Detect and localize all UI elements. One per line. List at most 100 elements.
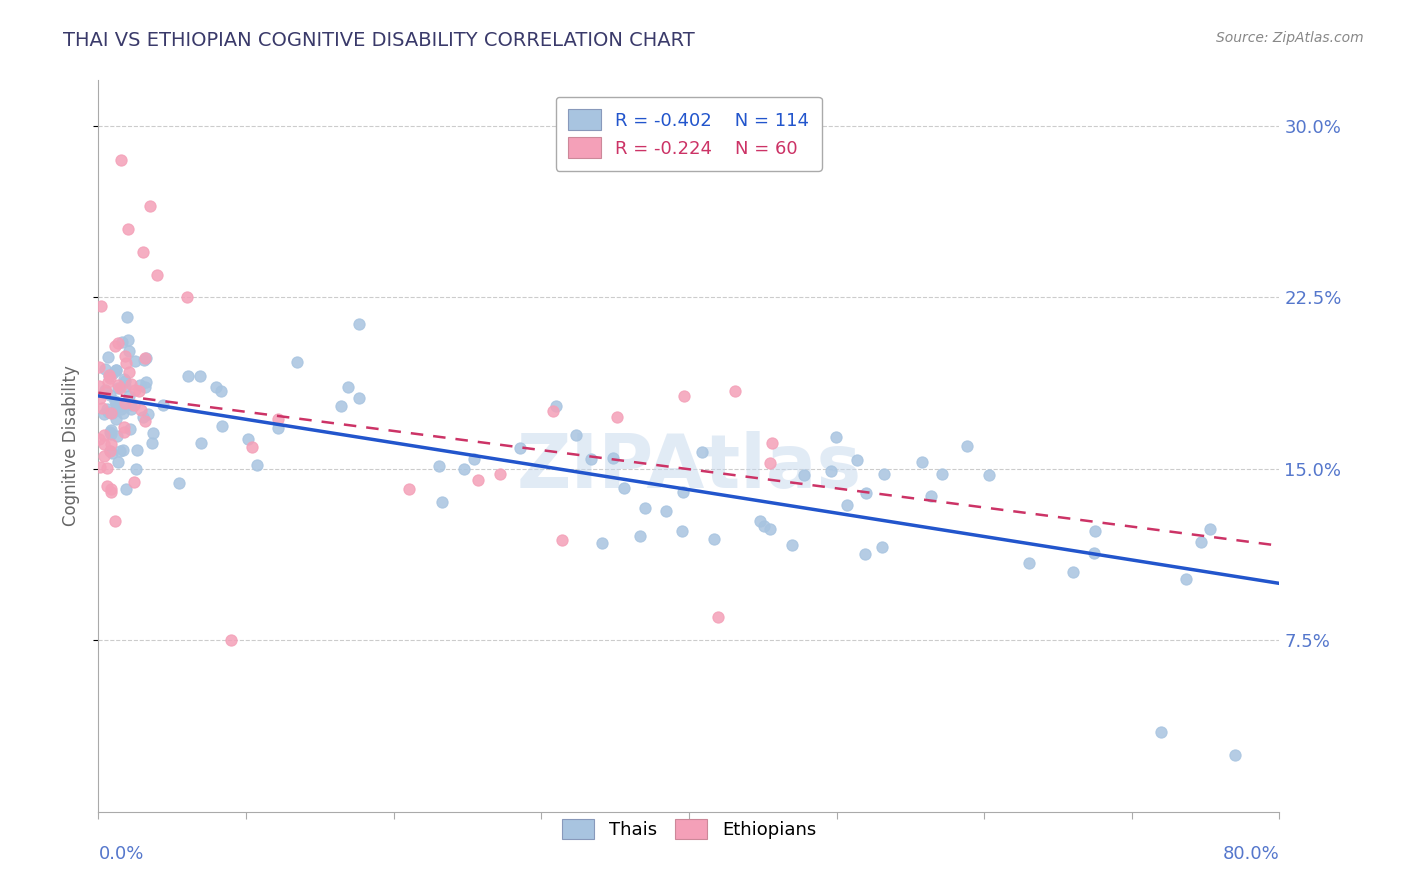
Point <box>855 485 877 500</box>
Point <box>90 299 112 313</box>
Point <box>96 402 118 417</box>
Point <box>112 372 135 386</box>
Point <box>1150 724 1173 739</box>
Point <box>104 339 127 353</box>
Point <box>146 268 169 282</box>
Point <box>544 399 567 413</box>
Point <box>723 384 745 398</box>
Point <box>114 374 136 388</box>
Point <box>93 383 115 397</box>
Point <box>107 381 129 395</box>
Point <box>634 500 657 515</box>
Point <box>211 418 233 433</box>
Point <box>117 333 139 347</box>
Point <box>845 453 868 467</box>
Point <box>1174 572 1197 586</box>
Point <box>104 363 127 377</box>
Point <box>89 359 111 374</box>
Point <box>703 533 725 547</box>
Point <box>104 412 127 426</box>
Point <box>1189 534 1212 549</box>
Point <box>93 427 115 442</box>
Point <box>132 353 155 368</box>
Point <box>112 406 135 420</box>
Point <box>835 498 858 512</box>
Point <box>111 335 134 350</box>
Point <box>209 384 232 399</box>
Point <box>114 396 136 410</box>
Point <box>134 351 156 365</box>
Point <box>100 423 122 437</box>
Point <box>104 397 127 411</box>
Point <box>541 403 564 417</box>
Point <box>112 398 135 412</box>
Point <box>110 153 132 168</box>
Point <box>134 380 156 394</box>
Point <box>139 199 162 213</box>
Point <box>93 449 115 463</box>
Point <box>97 375 120 389</box>
Point <box>118 422 141 436</box>
Point <box>336 380 359 394</box>
Point <box>89 432 111 446</box>
Point <box>128 384 150 398</box>
Point <box>104 514 127 528</box>
Point <box>132 409 155 424</box>
Point <box>107 377 129 392</box>
Point <box>97 350 120 364</box>
Point <box>135 375 157 389</box>
Point <box>579 451 602 466</box>
Point <box>127 442 149 457</box>
Point <box>238 432 260 446</box>
Point <box>188 368 211 383</box>
Point <box>152 398 174 412</box>
Point <box>628 529 651 543</box>
Point <box>430 494 453 508</box>
Point <box>427 459 450 474</box>
Point <box>176 290 198 304</box>
Point <box>98 444 121 458</box>
Point <box>98 388 121 402</box>
Point <box>1083 546 1105 560</box>
Text: 0.0%: 0.0% <box>98 845 143 863</box>
Point <box>240 440 263 454</box>
Point <box>94 362 117 376</box>
Point <box>977 467 1000 482</box>
Point <box>104 394 127 409</box>
Point <box>107 336 129 351</box>
Point <box>120 398 142 412</box>
Point <box>90 401 112 415</box>
Point <box>690 445 713 459</box>
Point <box>98 371 121 385</box>
Point <box>89 460 111 475</box>
Point <box>853 547 876 561</box>
Point <box>673 389 696 403</box>
Point <box>136 407 159 421</box>
Point <box>782 538 804 552</box>
Point <box>132 244 155 259</box>
Point <box>398 483 420 497</box>
Point <box>101 406 124 420</box>
Point <box>602 450 624 465</box>
Point <box>100 482 122 496</box>
Point <box>707 610 730 624</box>
Point <box>606 410 628 425</box>
Point <box>266 421 288 435</box>
Point <box>104 363 127 377</box>
Point <box>120 401 142 416</box>
Point <box>118 365 141 379</box>
Point <box>285 355 308 369</box>
Point <box>94 384 117 399</box>
Point <box>101 446 124 460</box>
Point <box>135 351 157 366</box>
Point <box>107 454 129 468</box>
Point <box>124 354 146 368</box>
Point <box>347 318 370 332</box>
Point <box>125 461 148 475</box>
Point <box>347 391 370 405</box>
Point <box>329 399 352 413</box>
Point <box>100 427 122 442</box>
Point <box>956 439 979 453</box>
Point <box>129 403 152 417</box>
Point <box>1062 565 1084 579</box>
